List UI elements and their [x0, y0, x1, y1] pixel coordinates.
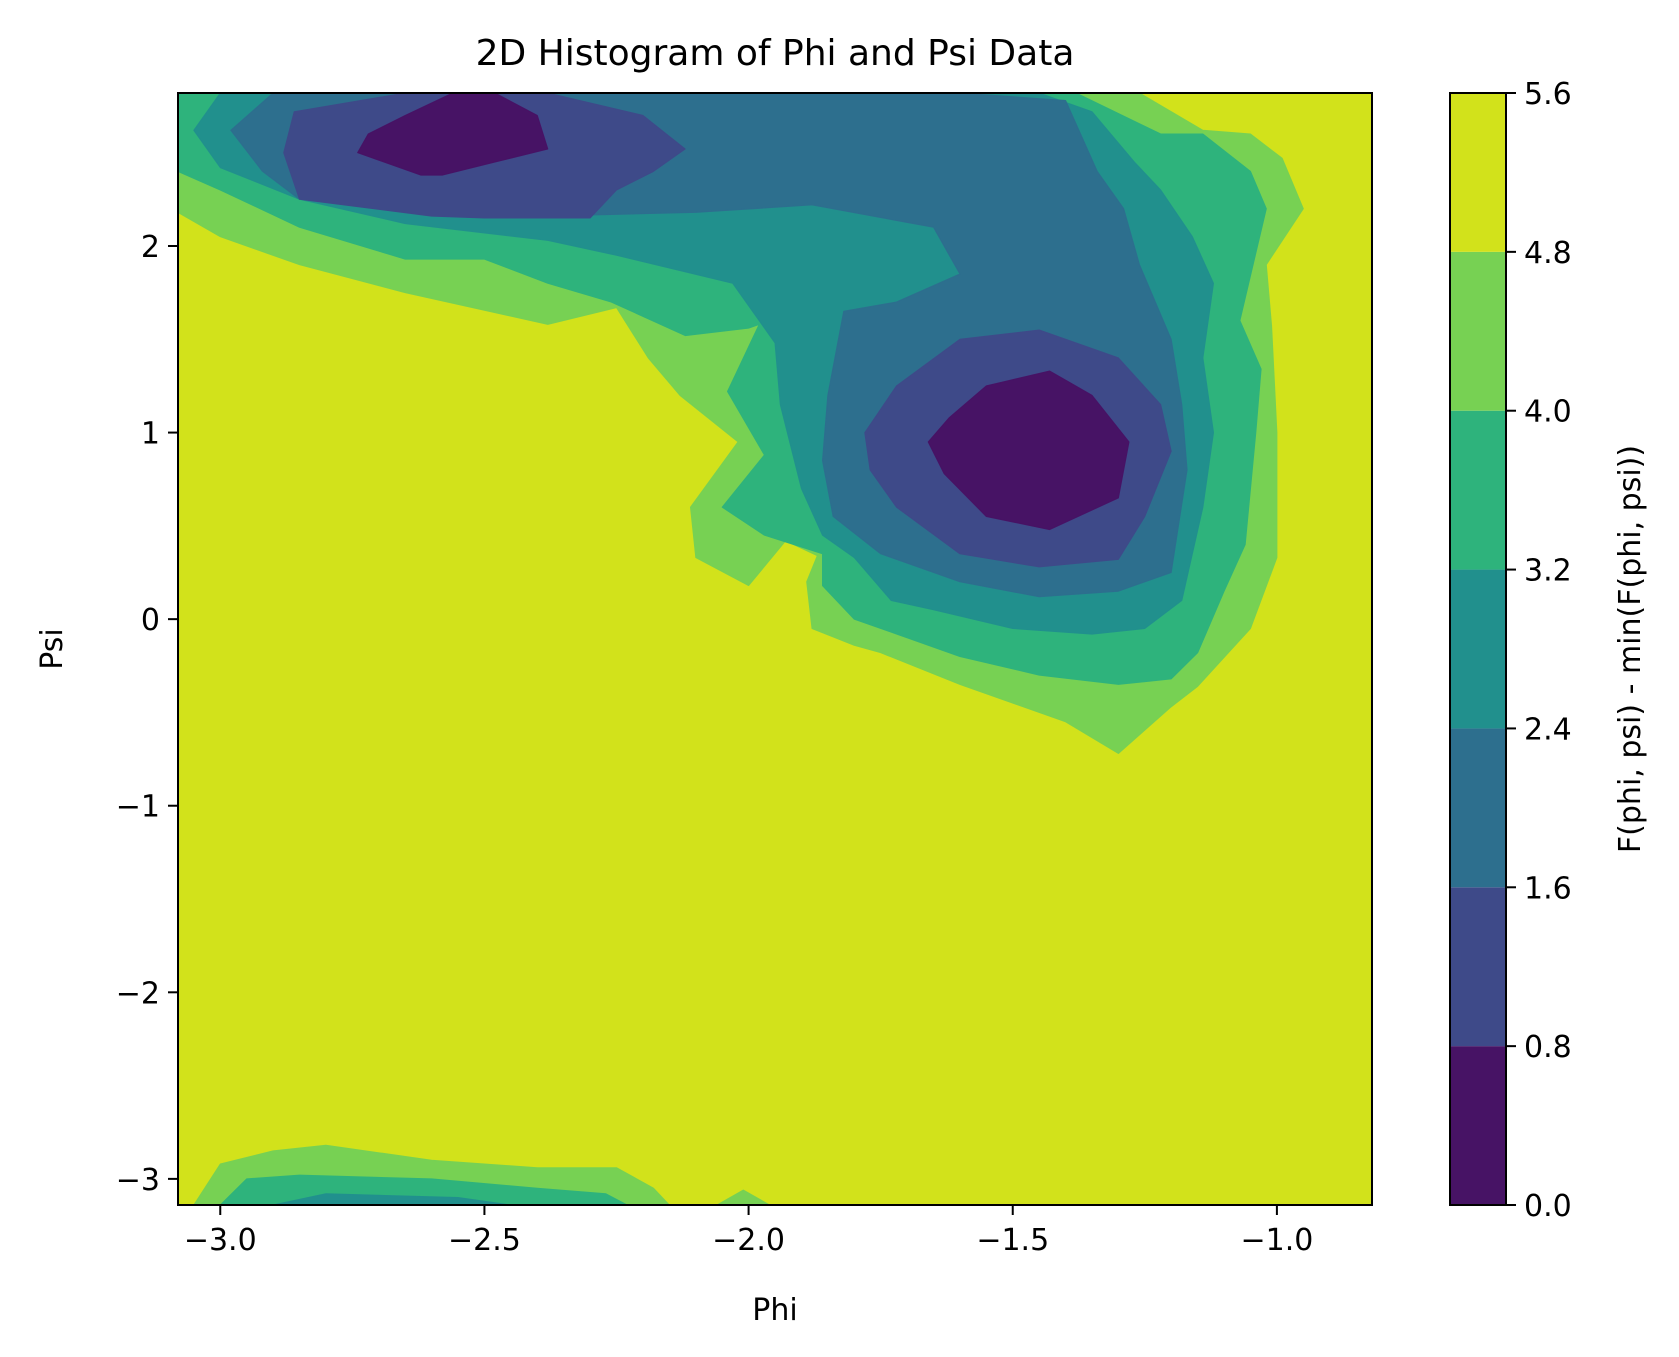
- colorbar-tick-label: 2.4: [1524, 712, 1572, 747]
- colorbar-tick-label: 3.2: [1524, 554, 1572, 589]
- x-tick-label: −1.0: [1240, 1223, 1313, 1258]
- colorbar-label: F(phi, psi) - min(F(phi, psi)): [1613, 445, 1648, 853]
- y-tick-label: 1: [141, 417, 160, 452]
- colorbar-segment: [1450, 410, 1506, 570]
- contour-region-level-0: [357, 93, 549, 176]
- x-axis: −3.0 −2.5 −2.0 −1.5 −1.0: [184, 1205, 1313, 1258]
- colorbar-tick-label: 0.8: [1524, 1030, 1572, 1065]
- colorbar: 0.0 0.8 1.6 2.4 3.2 4.0 4.8 5.6: [1449, 77, 1572, 1224]
- contour-region-level-3: [272, 1193, 512, 1205]
- plot-frame: [177, 92, 1373, 1206]
- x-tick-label: −2.5: [448, 1223, 521, 1258]
- colorbar-tick-label: 1.6: [1524, 871, 1572, 906]
- contour-region-level-0: [927, 370, 1130, 531]
- y-tick-label: −3: [116, 1163, 160, 1198]
- colorbar-frame: [1449, 92, 1507, 1206]
- colorbar-segment: [1450, 251, 1506, 411]
- y-tick-label: 2: [141, 230, 160, 265]
- y-tick-label: −1: [116, 790, 160, 825]
- y-tick-label: 0: [141, 603, 160, 638]
- colorbar-segment: [1450, 569, 1506, 729]
- colorbar-segment: [1450, 728, 1506, 888]
- colorbar-segment: [1450, 1046, 1506, 1205]
- colorbar-segment: [1450, 93, 1506, 252]
- x-tick-label: −3.0: [184, 1223, 257, 1258]
- colorbar-segment: [1450, 887, 1506, 1047]
- y-axis-label: Psi: [35, 628, 70, 670]
- colorbar-tick-label: 4.0: [1524, 395, 1572, 430]
- x-tick-label: −2.0: [712, 1223, 785, 1258]
- contour-regions: [178, 93, 1304, 1205]
- colorbar-tick-label: 5.6: [1524, 77, 1572, 112]
- contour-region-level-5: [716, 1189, 771, 1205]
- chart-title: 2D Histogram of Phi and Psi Data: [476, 33, 1075, 74]
- colorbar-tick-label: 0.0: [1524, 1189, 1572, 1224]
- x-tick-label: −1.5: [976, 1223, 1049, 1258]
- y-axis: −3 −2 −1 0 1 2: [116, 230, 178, 1198]
- x-axis-label: Phi: [752, 1293, 797, 1328]
- y-tick-label: −2: [116, 976, 160, 1011]
- colorbar-tick-label: 4.8: [1524, 236, 1572, 271]
